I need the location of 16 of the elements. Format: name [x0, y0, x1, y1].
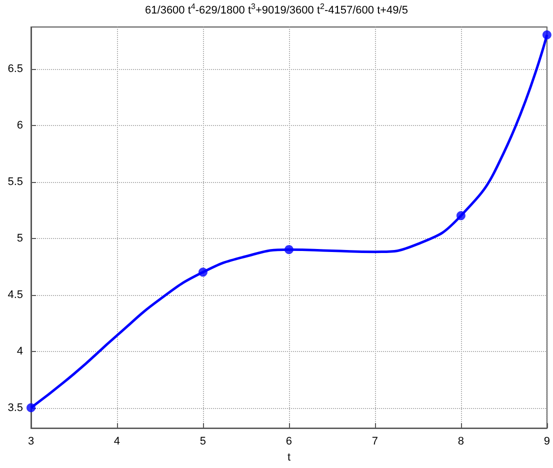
y-tick-label: 6.5	[8, 62, 23, 75]
x-axis-title: t	[287, 452, 290, 464]
chart-title: 61/3600 t$^{4}$-629/1800 t$^{3}$+9019/3600 t$^{2}$-4157/600 t+49/5	[144, 2, 409, 17]
y-tick-label: 3.5	[8, 402, 23, 414]
y-tick-label: 6	[16, 119, 23, 132]
y-tick-label: 5	[16, 232, 23, 244]
y-tick-label: 4.5	[8, 288, 23, 301]
x-tick-label: 7	[372, 436, 378, 448]
x-tick-label: 9	[544, 436, 550, 448]
y-tick-label: 4	[16, 345, 23, 358]
x-tick-label: 8	[458, 436, 464, 448]
x-tick-label: 5	[200, 436, 206, 448]
x-tick-label: 4	[114, 436, 120, 448]
x-tick-label: 3	[28, 436, 34, 448]
x-tick-label: 6	[286, 436, 292, 448]
y-tick-label: 5.5	[8, 176, 23, 188]
